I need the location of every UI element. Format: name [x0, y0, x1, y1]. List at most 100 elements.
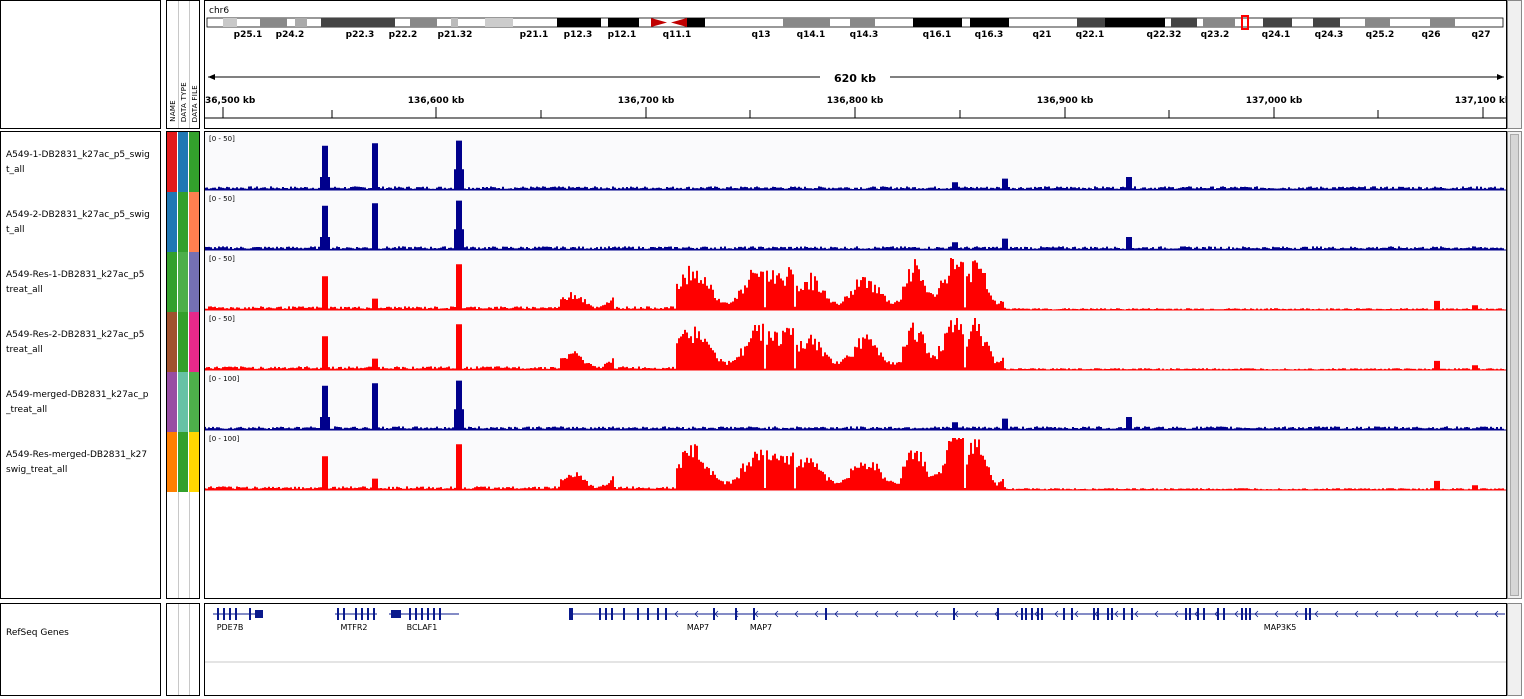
ideogram-band	[687, 18, 705, 27]
ideogram-band	[970, 18, 1009, 27]
ideogram-band	[1430, 18, 1455, 27]
ideogram-band	[850, 18, 875, 27]
ideogram-band	[1105, 18, 1165, 27]
track-attribute-cell[interactable]	[167, 252, 177, 312]
track-name[interactable]: A549-1-DB2831_k27ac_p5_swig t_all	[6, 150, 150, 175]
band-label: p22.3	[346, 30, 375, 40]
tracks-scrollbar-thumb[interactable]	[1510, 134, 1519, 596]
band-label: p25.1	[234, 30, 263, 40]
band-label: p22.2	[389, 30, 418, 40]
track-attribute-cell[interactable]	[167, 312, 177, 372]
ruler-tick-label: 136,800 kb	[827, 96, 884, 106]
ideogram-band	[1313, 18, 1340, 27]
ideogram-band	[1077, 18, 1105, 27]
chromosome-name: chr6	[209, 6, 229, 16]
band-label: p21.1	[520, 30, 549, 40]
coverage-tracks[interactable]: [0 - 50] [0 - 50] [0 - 50] [0 - 50] [0 - 100…	[204, 132, 1506, 598]
ideogram-band	[410, 18, 437, 27]
gene-label[interactable]: MTFR2	[340, 623, 367, 632]
gene-features[interactable]	[213, 608, 1505, 620]
track-attributes-panel[interactable]	[166, 131, 200, 599]
coverage-track[interactable]: [0 - 50]	[204, 312, 1506, 372]
band-label: q24.3	[1315, 30, 1344, 40]
track-attribute-cell[interactable]	[189, 132, 199, 192]
span-arrow-right	[1497, 74, 1504, 80]
gene-label[interactable]: MAP7	[750, 623, 772, 632]
centromere-q	[671, 18, 687, 27]
band-label: q25.2	[1366, 30, 1395, 40]
feature-scrollbar[interactable]	[1507, 603, 1522, 696]
ideogram-band	[913, 18, 962, 27]
track-attribute-cell[interactable]	[189, 372, 199, 432]
ideogram-band	[451, 18, 458, 27]
track-attribute-cell[interactable]	[178, 432, 188, 492]
track-attribute-cell[interactable]	[178, 132, 188, 192]
track-name[interactable]: A549-Res-merged-DB2831_k27 swig_treat_al…	[6, 450, 148, 475]
centromere-p	[651, 18, 667, 27]
track-attribute-cell[interactable]	[178, 312, 188, 372]
track-attribute-cell[interactable]	[178, 192, 188, 252]
track-name[interactable]: A549-2-DB2831_k27ac_p5_swig t_all	[6, 210, 150, 235]
track-range-label: [0 - 50]	[209, 195, 235, 203]
gene-label[interactable]: MAP3K5	[1264, 623, 1297, 632]
coverage-bars	[204, 380, 1504, 430]
band-label: q13	[752, 30, 771, 40]
track-name[interactable]: A549-Res-2-DB2831_k27ac_p5 treat_all	[6, 330, 145, 355]
band-label: q24.1	[1262, 30, 1291, 40]
name-panel-header	[0, 0, 161, 129]
track-attribute-cell[interactable]	[178, 372, 188, 432]
track-attribute-cell[interactable]	[189, 432, 199, 492]
attr-header-name[interactable]: NAME	[169, 100, 177, 122]
coverage-track[interactable]: [0 - 50]	[204, 192, 1506, 252]
header-scrollbar[interactable]	[1507, 0, 1522, 129]
band-label: p12.1	[608, 30, 637, 40]
attr-header-data-file[interactable]: DATA FILE	[191, 84, 199, 122]
ideogram-ruler[interactable]: chr6 p25.1 p24.2 p22.3 p22.2 p21.32 p21.1 p12.…	[205, 1, 1512, 128]
chromosome-ideogram[interactable]	[206, 15, 1504, 30]
ideogram-band	[557, 18, 601, 27]
ideogram-band	[223, 18, 237, 27]
band-label: p12.3	[564, 30, 593, 40]
current-region-marker[interactable]	[1241, 15, 1249, 30]
track-attribute-cell[interactable]	[189, 192, 199, 252]
band-label: q14.3	[850, 30, 879, 40]
coverage-bars	[204, 200, 1504, 250]
refseq-genes-track[interactable]: PDE7B MTFR2 BCLAF1 MAP7 MAP7 MAP3K5	[205, 604, 1506, 695]
coverage-track[interactable]: [0 - 100]	[204, 432, 1506, 492]
track-attribute-cell[interactable]	[178, 252, 188, 312]
ideogram-band	[295, 18, 307, 27]
feature-names-panel[interactable]: RefSeq Genes	[0, 603, 161, 696]
track-attribute-cell[interactable]	[189, 312, 199, 372]
track-attribute-cell[interactable]	[167, 132, 177, 192]
attr-header-data-type[interactable]: DATA TYPE	[180, 81, 188, 122]
ideogram-ruler-panel[interactable]: chr6 p25.1 p24.2 p22.3 p22.2 p21.32 p21.1 p12.…	[204, 0, 1512, 129]
gene-label[interactable]: PDE7B	[217, 623, 244, 632]
track-attribute-cell[interactable]	[189, 252, 199, 312]
span-label: 620 kb	[834, 72, 876, 85]
coverage-track[interactable]: [0 - 100]	[204, 372, 1506, 432]
track-attribute-cell[interactable]	[167, 372, 177, 432]
track-attribute-cell[interactable]	[167, 432, 177, 492]
coverage-track[interactable]: [0 - 50]	[204, 132, 1506, 192]
ruler-ticks: 36,500 kb 136,600 kb 136,700 kb 136,800 kb 1…	[205, 96, 1512, 118]
gene-label[interactable]: BCLAF1	[407, 623, 438, 632]
feature-track-panel[interactable]: PDE7B MTFR2 BCLAF1 MAP7 MAP7 MAP3K5	[204, 603, 1507, 696]
tracks-scrollbar[interactable]	[1507, 131, 1522, 599]
track-name[interactable]: A549-Res-1-DB2831_k27ac_p5 treat_all	[6, 270, 145, 295]
ideogram-band	[1365, 18, 1390, 27]
coverage-track[interactable]: [0 - 50]	[204, 252, 1506, 312]
data-tracks-panel[interactable]: [0 - 50] [0 - 50] [0 - 50] [0 - 50] [0 - 100…	[204, 131, 1507, 599]
band-label: q22.32	[1147, 30, 1182, 40]
track-attribute-cell[interactable]	[167, 192, 177, 252]
track-name[interactable]: A549-merged-DB2831_k27ac_p _treat_all	[6, 390, 149, 415]
attribute-panel-header: NAME DATA TYPE DATA FILE	[166, 0, 200, 129]
ruler-tick-label: 136,700 kb	[618, 96, 675, 106]
ideogram-band	[608, 18, 639, 27]
refseq-track-label[interactable]: RefSeq Genes	[6, 628, 69, 638]
ideogram-band	[1203, 18, 1235, 27]
ruler-tick-label: 137,100 kb	[1455, 96, 1506, 106]
gene-label[interactable]: MAP7	[687, 623, 709, 632]
band-label: q14.1	[797, 30, 826, 40]
band-label: p24.2	[276, 30, 305, 40]
track-names-panel[interactable]: A549-1-DB2831_k27ac_p5_swig t_all A549-2-…	[0, 131, 161, 599]
